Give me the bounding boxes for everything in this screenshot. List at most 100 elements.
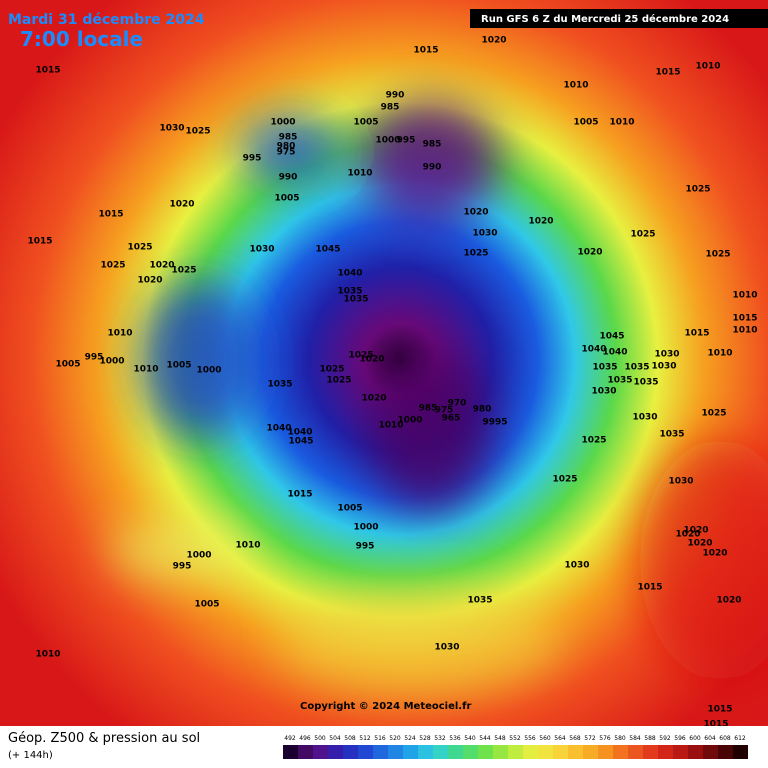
isobar-label: 1030 [472, 229, 497, 239]
colorbar-label: 596 [674, 735, 686, 742]
run-box [470, 9, 768, 28]
isobar-label: 1035 [633, 378, 658, 388]
isobar-label: 1000 [397, 416, 422, 426]
colorbar-label: 584 [629, 735, 641, 742]
isobar-label: 1030 [668, 477, 693, 487]
isobar-label: 1040 [581, 345, 606, 355]
isobar-label: 1025 [685, 185, 710, 195]
isobar-label: 1020 [687, 539, 712, 549]
isobar-label: 985 [423, 140, 442, 150]
footer-lead: (+ 144h) [8, 750, 53, 761]
isobar-label: 9995 [482, 418, 507, 428]
colorbar-label: 604 [704, 735, 716, 742]
isobar-label: 965 [442, 414, 461, 424]
colorbar: 492 496 500 504 508 512 516 520 524 528 532 536 540 5… [283, 735, 748, 759]
isobar-label: 1000 [196, 366, 221, 376]
isobar-label: 1040 [337, 269, 362, 279]
colorbar-swatch [433, 745, 448, 759]
isobar-label: 1010 [732, 291, 757, 301]
isobar-label: 1005 [55, 360, 80, 370]
colorbar-swatch [553, 745, 568, 759]
isobar-label: 1015 [655, 68, 680, 78]
colorbar-label: 496 [299, 735, 311, 742]
isobar-label: 1020 [149, 261, 174, 271]
isobar-label: 1010 [732, 326, 757, 336]
isobar-label: 995 [356, 542, 375, 552]
colorbar-swatch [628, 745, 643, 759]
colorbar-swatch [418, 745, 433, 759]
colorbar-swatch [478, 745, 493, 759]
isobar-label: 1030 [434, 643, 459, 653]
isobar-label: 1010 [609, 118, 634, 128]
colorbar-swatch [598, 745, 613, 759]
isobar-label: 980 [473, 405, 492, 415]
isobar-label: 1025 [348, 351, 373, 361]
colorbar-label: 504 [329, 735, 341, 742]
colorbar-swatch [343, 745, 358, 759]
isobar-label: 1020 [675, 530, 700, 540]
isobar-label: 1010 [107, 329, 132, 339]
copyright: Copyright © 2024 Meteociel.fr [300, 701, 471, 712]
isobar-label: 970 [448, 399, 467, 409]
colorbar-label: 508 [344, 735, 356, 742]
isobar-label: 1025 [326, 376, 351, 386]
isobar-label: 1010 [378, 421, 403, 431]
isobar-label: 1020 [169, 200, 194, 210]
isobar-label: 1005 [353, 118, 378, 128]
colorbar-label: 580 [614, 735, 626, 742]
colorbar-label: 512 [359, 735, 371, 742]
colorbar-swatch [463, 745, 478, 759]
isobar-label: 1025 [463, 249, 488, 259]
isobar-label: 1030 [564, 561, 589, 571]
isobar-label: 1005 [274, 194, 299, 204]
isobar-label: 1010 [133, 365, 158, 375]
isobar-label: 1020 [702, 549, 727, 559]
field-blobs [110, 100, 768, 690]
isobar-label: 975 [277, 148, 296, 158]
isobar-label: 995 [173, 562, 192, 572]
isobar-label: 990 [386, 91, 405, 101]
colorbar-label: 540 [464, 735, 476, 742]
isobar-label: 990 [423, 163, 442, 173]
run-info: Run GFS 6 Z du Mercredi 25 décembre 2024 [481, 13, 729, 25]
isobar-label: 1015 [35, 66, 60, 76]
colorbar-swatch [613, 745, 628, 759]
isobar-label: 1030 [651, 362, 676, 372]
isobar-label: 995 [243, 154, 262, 164]
isobar-label: 1040 [602, 348, 627, 358]
colorbar-swatch [298, 745, 313, 759]
isobar-label: 1040 [287, 428, 312, 438]
isobar-label: 1020 [361, 394, 386, 404]
isobar-label: 1025 [100, 261, 125, 271]
colorbar-label: 548 [494, 735, 506, 742]
isobar-label: 995 [397, 136, 416, 146]
isobar-label: 1015 [684, 329, 709, 339]
isobar-label: 1035 [624, 363, 649, 373]
isobar-label: 1025 [171, 266, 196, 276]
isobar-label: 980 [277, 142, 296, 152]
isobar-label: 1035 [607, 376, 632, 386]
colorbar-swatch [493, 745, 508, 759]
isobar-label: 1025 [552, 475, 577, 485]
isobar-label: 1020 [528, 217, 553, 227]
colorbar-swatch [688, 745, 703, 759]
isobar-label: 1010 [563, 81, 588, 91]
isobar-label: 1030 [591, 387, 616, 397]
colorbar-label: 524 [404, 735, 416, 742]
isobar-label: 1025 [630, 230, 655, 240]
colorbar-swatch [373, 745, 388, 759]
isobar-label: 1020 [577, 248, 602, 258]
colorbar-label: 588 [644, 735, 656, 742]
isobar-label: 1005 [194, 600, 219, 610]
colorbar-label: 500 [314, 735, 326, 742]
colorbar-swatch [328, 745, 343, 759]
isobar-label: 1025 [705, 250, 730, 260]
colorbar-swatch [673, 745, 688, 759]
colorbar-label: 572 [584, 735, 596, 742]
footer-title: Géop. Z500 & pression au sol [8, 731, 200, 746]
isobar-label: 1045 [315, 245, 340, 255]
isobar-label: 1035 [343, 295, 368, 305]
isobar-label: 985 [279, 133, 298, 143]
isobar-label: 1030 [159, 124, 184, 134]
isobar-label: 1045 [599, 332, 624, 342]
